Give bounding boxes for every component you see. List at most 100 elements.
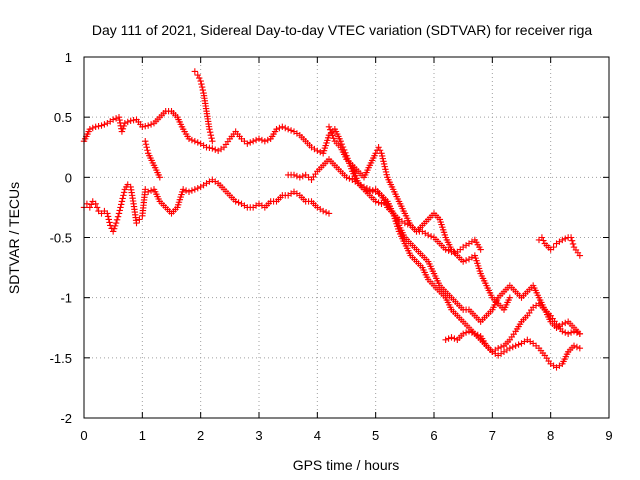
data-point (197, 77, 204, 85)
data-point-interp (206, 144, 213, 152)
y-axis-label: SDTVAR / TECUs (6, 182, 22, 294)
data-point-interp (119, 195, 126, 202)
data-point (209, 145, 216, 152)
data-point (261, 138, 269, 145)
data-point (448, 334, 455, 341)
data-point-interp (328, 129, 335, 136)
data-point-interp (573, 329, 581, 336)
data-point (191, 138, 199, 145)
data-point (576, 252, 584, 259)
data-point (194, 71, 201, 79)
data-point-interp (509, 343, 516, 351)
data-point (255, 135, 263, 143)
data-point (98, 122, 105, 129)
data-point (279, 123, 286, 130)
data-point (564, 330, 572, 337)
data-point-interp (462, 329, 470, 336)
data-point-interp (198, 80, 205, 88)
data-point (559, 320, 566, 328)
data-point-interp (142, 122, 149, 130)
data-point-interp (116, 116, 123, 124)
data-points (80, 68, 584, 371)
data-point (185, 188, 193, 195)
data-point (179, 186, 187, 193)
data-point-interp (462, 257, 470, 264)
data-point-interp (346, 175, 353, 182)
data-point (92, 123, 99, 130)
data-point (118, 198, 126, 205)
data-point-interp (116, 207, 123, 214)
data-point (133, 219, 140, 227)
data-point-interp (317, 148, 324, 156)
data-point-interp (117, 201, 125, 208)
data-point (325, 123, 333, 130)
data-point-interp (208, 135, 215, 142)
data-point (477, 246, 484, 253)
data-point-interp (235, 199, 242, 206)
data-point-interp (451, 335, 458, 342)
data-point (232, 198, 239, 205)
data-point-interp (322, 209, 330, 216)
data-point (209, 138, 216, 145)
data-point-interp (474, 331, 481, 339)
data-point-interp (287, 127, 295, 134)
data-point (284, 126, 292, 133)
data-point-interp (299, 172, 306, 180)
data-point (86, 204, 94, 211)
data-point (424, 231, 432, 239)
data-point-interp (198, 83, 206, 91)
x-tick-label: 1 (139, 428, 146, 443)
data-point (249, 138, 257, 145)
data-point (459, 330, 467, 337)
data-point (144, 188, 152, 195)
data-point (375, 144, 382, 151)
data-point (570, 328, 578, 335)
data-point-interp (120, 122, 128, 130)
y-tick-label: 0.5 (54, 110, 72, 125)
data-point (203, 144, 210, 151)
data-point-interp (105, 216, 112, 223)
data-point-interp (199, 86, 207, 94)
data-point-interp (338, 140, 346, 148)
data-point-interp (113, 216, 121, 224)
x-axis-label: GPS time / hours (293, 457, 400, 473)
x-tick-label: 0 (80, 428, 87, 443)
chart-title: Day 111 of 2021, Sidereal Day-to-day VTE… (92, 22, 593, 38)
data-point-interp (110, 225, 118, 232)
x-tick-label: 8 (547, 428, 554, 443)
data-point (191, 68, 199, 75)
data-point-interp (188, 136, 196, 144)
data-point (325, 210, 333, 217)
data-point (86, 126, 94, 133)
data-point-interp (143, 144, 150, 151)
data-point-interp (95, 122, 102, 130)
data-point (442, 246, 449, 253)
data-point (576, 345, 584, 352)
data-point-interp (130, 116, 137, 124)
x-tick-label: 7 (489, 428, 496, 443)
data-point-interp (445, 247, 452, 254)
data-point-interp (111, 222, 119, 230)
data-point-interp (207, 132, 215, 139)
data-point (290, 171, 298, 179)
data-point (319, 207, 327, 215)
data-point (206, 126, 213, 133)
data-point (506, 294, 514, 301)
data-point-interp (252, 136, 260, 144)
axis-ticks: 0 1 2 3 4 5 6 7 8 9 1 0.5 0 -0.5 -1 -1.5 -2 (50, 50, 613, 443)
data-point-interp (147, 121, 155, 128)
data-point-interp (106, 219, 113, 226)
data-point (442, 336, 449, 343)
data-point (109, 116, 117, 123)
data-point (142, 138, 149, 145)
data-point-interp (562, 319, 569, 327)
data-point-interp (182, 187, 190, 194)
data-point-interp (196, 74, 203, 82)
data-point (506, 345, 514, 352)
data-point (144, 122, 152, 129)
data-point-interp (258, 136, 266, 144)
data-point (471, 330, 479, 337)
data-point (273, 126, 280, 133)
data-point-interp (188, 187, 196, 194)
data-point-interp (276, 124, 283, 132)
